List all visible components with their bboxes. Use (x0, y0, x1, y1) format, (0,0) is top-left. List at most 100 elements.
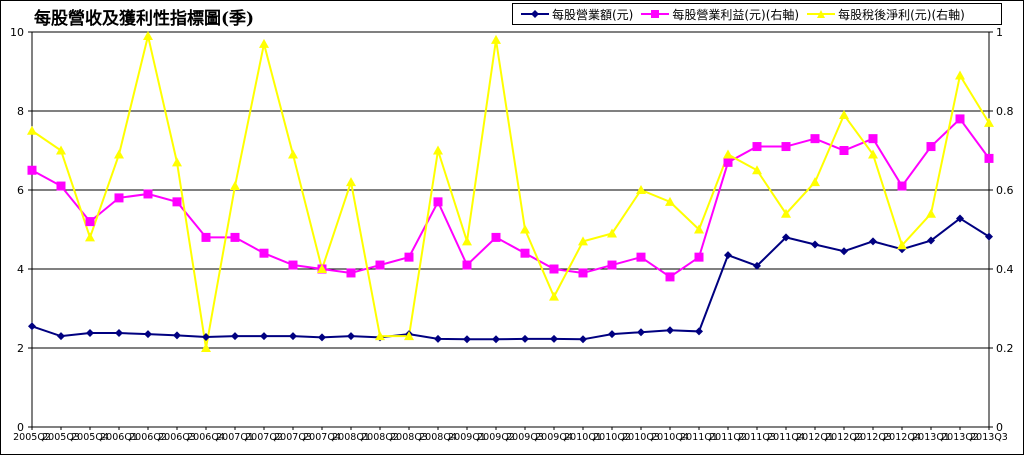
right-tick-label: 0 (996, 421, 1003, 434)
x-tick-label: 2011Q4 (767, 432, 805, 443)
x-tick-label: 2006Q4 (187, 432, 225, 443)
point-square (27, 165, 37, 175)
point-square (984, 153, 994, 163)
right-tick-label: 0.6 (996, 184, 1014, 197)
right-tick-label: 0.8 (996, 105, 1014, 118)
point-diamond (260, 332, 268, 341)
legend-marker-triangle-icon (807, 10, 836, 18)
point-triangle (114, 149, 124, 159)
point-triangle (288, 149, 298, 159)
point-triangle (201, 343, 211, 352)
x-tick-label: 2006Q3 (158, 432, 196, 443)
point-diamond (492, 335, 500, 344)
point-diamond (347, 332, 355, 341)
point-triangle (172, 157, 182, 167)
point-triangle (230, 181, 240, 191)
x-tick-label: 2010Q1 (564, 432, 602, 443)
point-diamond (521, 334, 529, 343)
x-tick-label: 2007Q1 (216, 432, 254, 443)
point-diamond (840, 247, 848, 256)
point-triangle (636, 185, 646, 194)
point-diamond (666, 326, 674, 335)
point-triangle (404, 331, 414, 341)
legend: 每股營業額(元) 每股營業利益(元)(右軸) 每股稅後淨利(元)(右軸) (512, 3, 1002, 25)
point-diamond (550, 334, 558, 343)
x-tick-label: 2010Q3 (622, 432, 660, 443)
point-square (172, 197, 182, 207)
left-tick-label: 6 (17, 184, 24, 197)
point-diamond (318, 333, 326, 342)
point-square (259, 248, 269, 258)
point-triangle (955, 70, 965, 80)
point-square (230, 232, 240, 242)
point-diamond (173, 331, 181, 340)
x-tick-label: 2006Q2 (129, 432, 167, 443)
point-diamond (869, 237, 877, 246)
x-tick-label: 2007Q3 (274, 432, 312, 443)
legend-marker-diamond-icon (521, 10, 549, 18)
plot-area (31, 31, 990, 428)
x-tick-label: 2013Q1 (912, 432, 950, 443)
point-square (85, 217, 95, 227)
point-square (578, 268, 588, 278)
point-diamond (434, 334, 442, 343)
x-tick-label: 2009Q2 (477, 432, 515, 443)
point-diamond (811, 240, 819, 249)
point-square (665, 272, 675, 282)
point-square (346, 268, 356, 278)
point-square (462, 260, 472, 270)
x-tick-label: 2007Q2 (245, 432, 283, 443)
point-diamond (115, 328, 123, 337)
legend-item-operating-profit: 每股營業利益(元)(右軸) (641, 6, 799, 23)
legend-item-net-income: 每股稅後淨利(元)(右軸) (807, 6, 965, 23)
chart-title: 每股營收及獲利性指標圖(季) (34, 9, 255, 29)
x-tick-label: 2008Q1 (332, 432, 370, 443)
legend-marker-square-icon (641, 10, 670, 18)
point-triangle (839, 109, 849, 119)
point-triangle (27, 125, 37, 135)
x-tick-label: 2012Q2 (825, 432, 863, 443)
legend-label-revenue: 每股營業額(元) (552, 7, 634, 22)
left-tick-label: 4 (17, 263, 24, 276)
x-tick-label: 2011Q3 (738, 432, 776, 443)
x-tick-label: 2013Q3 (970, 432, 1008, 443)
point-square (288, 260, 298, 270)
point-triangle (520, 224, 530, 234)
point-square (636, 252, 646, 262)
x-tick-label: 2010Q2 (593, 432, 631, 443)
x-tick-label: 2009Q3 (506, 432, 544, 443)
point-diamond (956, 214, 964, 223)
point-diamond (86, 328, 94, 337)
point-triangle (56, 145, 66, 155)
x-tick-label: 2013Q2 (941, 432, 979, 443)
point-triangle (810, 177, 820, 187)
point-triangle (897, 240, 907, 250)
point-diamond (927, 236, 935, 245)
series-line-2 (31, 35, 990, 349)
x-tick-label: 2005Q2 (13, 432, 51, 443)
x-tick-label: 2005Q3 (42, 432, 80, 443)
x-tick-label: 2012Q3 (854, 432, 892, 443)
point-triangle (317, 264, 327, 273)
right-tick-label: 0.2 (996, 342, 1014, 355)
x-tick-label: 2012Q4 (883, 432, 921, 443)
point-triangle (491, 34, 501, 44)
point-square (752, 142, 762, 152)
point-triangle (665, 196, 675, 206)
point-diamond (579, 335, 587, 344)
point-diamond (231, 332, 239, 341)
x-tick-label: 2011Q1 (680, 432, 718, 443)
point-diamond (289, 332, 297, 341)
point-triangle (578, 236, 588, 246)
point-square (433, 197, 443, 207)
point-triangle (694, 224, 704, 234)
point-triangle (607, 228, 617, 238)
legend-label-net-income: 每股稅後淨利(元)(右軸) (838, 7, 965, 22)
point-triangle (781, 208, 791, 218)
right-tick-label: 1 (996, 26, 1003, 39)
point-diamond (57, 332, 65, 341)
point-diamond (463, 335, 471, 344)
point-square (201, 232, 211, 242)
point-diamond (782, 233, 790, 242)
